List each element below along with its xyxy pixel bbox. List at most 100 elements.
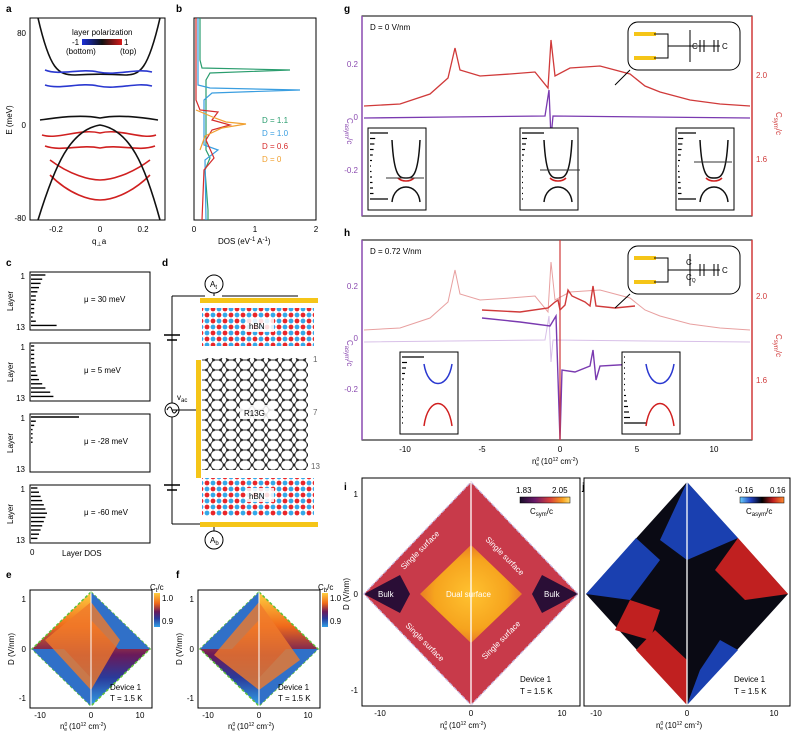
c-row-frame xyxy=(29,271,151,331)
j-cbar-title: Casym/c xyxy=(746,507,772,518)
b-xtick-0: 0 xyxy=(192,225,197,234)
g-right-tick-0: 2.0 xyxy=(756,71,768,80)
inset-band-lower xyxy=(699,186,729,203)
i-ylabel: D (V/nm) xyxy=(342,578,351,610)
g-cap-c2: C xyxy=(722,42,728,51)
f-temp: T = 1.5 K xyxy=(278,694,311,703)
c-ytick-top: 1 xyxy=(21,414,26,423)
c-row-0: 1 13 Layer μ = 30 meV xyxy=(6,271,151,332)
h-inset-left xyxy=(399,351,459,435)
a-xlabel: q⊥a xyxy=(92,237,107,248)
panel-letter-h: h xyxy=(344,228,350,239)
e-ytick-2: -1 xyxy=(19,694,27,703)
panel-letter-f: f xyxy=(176,570,180,581)
d-layer-7: 7 xyxy=(313,408,318,417)
inset-band-upper xyxy=(423,363,453,385)
f-cbar-tick-0: 1.0 xyxy=(330,594,342,603)
panel-letter-c: c xyxy=(6,258,12,269)
h-right-label: Csym/c xyxy=(772,334,783,357)
i-cbar-max: 2.05 xyxy=(552,486,568,495)
panel-letter-i: i xyxy=(344,482,347,493)
b-dos-curves xyxy=(195,18,301,221)
f-colorbar xyxy=(322,593,328,627)
d-vac-label: vac xyxy=(177,393,187,404)
e-ylabel: D (V/nm) xyxy=(7,633,16,665)
e-colorbar xyxy=(154,593,160,627)
b-xlabel: DOS (eV-1 A-1) xyxy=(218,237,271,246)
h-xtick-3: 5 xyxy=(635,445,640,454)
h-xlabel: n0 e (1012 cm-2) xyxy=(532,457,578,468)
i-xtick-0: -10 xyxy=(374,709,386,718)
c-row-frame xyxy=(29,484,151,544)
j-xtick-0: -10 xyxy=(590,709,602,718)
g-inset-left xyxy=(367,127,427,211)
h-cap-cq: CQ xyxy=(686,273,696,284)
c-ylabel: Layer xyxy=(6,504,15,524)
d-battery-bottom xyxy=(164,484,180,491)
e-ytick-0: 1 xyxy=(22,595,27,604)
a-band-red-4 xyxy=(49,174,151,201)
j-colorbar xyxy=(739,496,785,504)
a-band-valence xyxy=(37,124,161,221)
a-band-red-2 xyxy=(44,145,156,150)
h-casym-trace xyxy=(481,313,636,441)
h-left-tick-0: 0.2 xyxy=(347,282,359,291)
g-right-tick-1: 1.6 xyxy=(756,155,768,164)
i-bulk-left xyxy=(364,575,410,613)
d-hbn-bottom-label: hBN xyxy=(249,492,265,501)
inset-band-flat xyxy=(397,177,415,182)
i-xlabel: n0 e (1012 cm-2) xyxy=(440,721,486,731)
h-xtick-1: -5 xyxy=(478,445,486,454)
c-ytick-bottom: 13 xyxy=(16,323,25,332)
i-bulk-right xyxy=(532,575,578,613)
f-ytick-1: 0 xyxy=(190,645,195,654)
b-legend-0: D = 1.1 xyxy=(262,116,289,125)
a-bands xyxy=(37,17,161,221)
c-rows: 1 13 Layer μ = 30 meV 1 13 Layer μ = 5 meV 1 13 La… xyxy=(6,271,151,545)
panel-c: c 1 13 Layer μ = 30 meV 1 13 Layer μ = 5 meV 1 13… xyxy=(6,258,151,558)
e-device: Device 1 xyxy=(110,683,142,692)
panel-g: g D = 0 V/nm 0.2 0 -0.2 Casym/c 2.0 1.6 … xyxy=(343,4,783,217)
c-ytick-bottom: 13 xyxy=(16,394,25,403)
g-inset-mid xyxy=(519,127,579,211)
d-hbn-top-label: hBN xyxy=(249,322,265,331)
panel-letter-b: b xyxy=(176,4,182,15)
j-device: Device 1 xyxy=(734,675,766,684)
c-mu-label: μ = 5 meV xyxy=(84,366,122,375)
inset-band-flat xyxy=(705,177,723,182)
panel-j: j -10 0 10 n0 e (1012 cm-2) -0.16 0.16 Cas… xyxy=(581,477,791,731)
j-red-left xyxy=(615,600,660,640)
inset-band-upper xyxy=(645,363,675,385)
h-left-tick-2: -0.2 xyxy=(344,385,358,394)
h-right-tick-0: 2.0 xyxy=(756,292,768,301)
h-left-label: Casym/c xyxy=(343,340,354,366)
i-cbar-title: Csym/c xyxy=(530,507,553,518)
a-band-red-3 xyxy=(49,159,151,181)
d-graphene-label: R13G xyxy=(244,409,265,418)
h-left-tick-1: 0 xyxy=(354,334,359,343)
inset-band-lower xyxy=(543,186,573,203)
panel-i: i Bulk Bulk Dual surface Single surface … xyxy=(342,477,581,731)
h-xtick-0: -10 xyxy=(399,445,411,454)
c-ytick-top: 1 xyxy=(21,343,26,352)
c-mu-label: μ = 30 meV xyxy=(84,295,126,304)
a-legend-max: 1 xyxy=(124,38,129,47)
g-inset-right xyxy=(675,127,735,211)
c-ylabel: Layer xyxy=(6,433,15,453)
g-left-label: Casym/c xyxy=(343,118,354,144)
i-xtick-1: 0 xyxy=(469,709,474,718)
e-temp: T = 1.5 K xyxy=(110,694,143,703)
c-ytick-bottom: 13 xyxy=(16,465,25,474)
a-band-blue-1 xyxy=(44,69,153,74)
b-dos-d11 xyxy=(199,18,291,220)
panel-e: e 1 0 -1 D (V/nm) -10 0 10 n0 e (1012 cm-2… xyxy=(6,570,174,731)
f-ytick-0: 1 xyxy=(190,595,195,604)
b-xtick-1: 1 xyxy=(253,225,258,234)
h-cap-c2: C xyxy=(722,266,728,275)
d-battery-top xyxy=(164,334,180,341)
c-mu-label: μ = -60 meV xyxy=(84,508,129,517)
b-legend-1: D = 1.0 xyxy=(262,129,289,138)
inset-frame xyxy=(675,127,735,211)
f-xtick-2: 10 xyxy=(304,711,313,720)
b-legend-3: D = 0 xyxy=(262,155,282,164)
